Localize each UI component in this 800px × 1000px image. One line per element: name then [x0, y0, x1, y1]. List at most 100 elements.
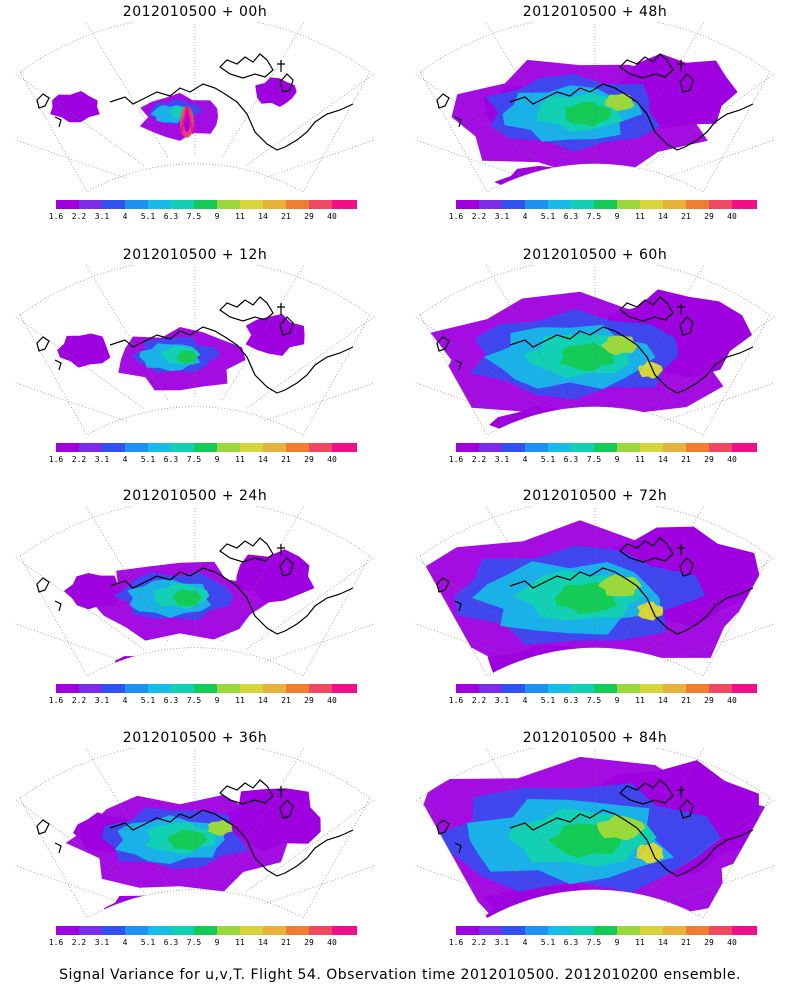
colorbar-swatch	[617, 684, 642, 693]
colorbar-legend: 1.6 2.2 3.1 4 5.1 6.3 7.5 9 11 14 21 29 40	[49, 200, 357, 230]
colorbar-label: 5.1	[540, 938, 556, 947]
colorbar-label: 5.1	[140, 938, 156, 947]
colorbar-label: 3.1	[494, 938, 510, 947]
colorbar-label: 4	[522, 212, 528, 221]
colorbar-label: 14	[658, 212, 668, 221]
colorbar-swatch	[479, 926, 504, 935]
colorbar-swatch	[194, 200, 219, 209]
colorbar-swatch	[732, 926, 757, 935]
variance-field	[430, 289, 752, 436]
colorbar-label: 4	[122, 212, 128, 221]
colorbar-label: 5.1	[140, 696, 156, 705]
colorbar-label: 9	[614, 938, 620, 947]
colorbar-label: 3.1	[494, 212, 510, 221]
colorbar-label: 7.5	[586, 696, 602, 705]
colorbar-swatch	[263, 926, 288, 935]
colorbar-label: 1.6	[448, 696, 464, 705]
coastline	[36, 53, 354, 151]
colorbar-swatch	[594, 926, 619, 935]
variance-field	[63, 549, 315, 677]
colorbar-swatch	[571, 684, 596, 693]
colorbar-label: 2.2	[71, 212, 87, 221]
colorbar-label: 2.2	[471, 696, 487, 705]
graticule	[415, 506, 775, 663]
colorbar-label: 5.1	[140, 212, 156, 221]
panel-title: 2012010500 + 12h	[122, 247, 268, 263]
panel-title: 2012010500 + 24h	[122, 488, 268, 504]
colorbar-label: 2.2	[471, 455, 487, 464]
colorbar-swatch	[102, 443, 127, 452]
colorbar-swatch	[263, 443, 288, 452]
colorbar-label: 11	[235, 455, 245, 464]
colorbar-swatch	[240, 443, 265, 452]
colorbar-swatch	[171, 443, 196, 452]
colorbar-label: 9	[214, 938, 220, 947]
colorbar-swatch	[456, 926, 481, 935]
colorbar-label: 11	[235, 696, 245, 705]
figure-caption: Signal Variance for u,v,T. Flight 54. Ob…	[59, 967, 741, 983]
colorbar-label: 1.6	[48, 696, 64, 705]
colorbar-label: 29	[304, 455, 314, 464]
colorbar-label: 7.5	[186, 212, 202, 221]
colorbar-legend: 1.6 2.2 3.1 4 5.1 6.3 7.5 9 11 14 21 29 40	[449, 443, 757, 473]
colorbar-label: 7.5	[586, 455, 602, 464]
colorbar-swatch	[171, 926, 196, 935]
colorbar-label: 6.3	[563, 696, 579, 705]
colorbar-label: 14	[258, 212, 268, 221]
colorbar-swatch	[102, 200, 127, 209]
colorbar-swatch	[102, 684, 127, 693]
polar-map	[415, 265, 775, 436]
variance-field	[420, 520, 760, 677]
forecast-panel-p60: 2012010500 + 60h 1.6 2.2 3.1 4 5.1 6.3 7.5 9 11 14…	[405, 243, 785, 488]
forecast-panel-p84: 2012010500 + 84h 1.6 2.2 3.1 4 5.1 6.3 7.5 9 11 14…	[405, 726, 785, 971]
colorbar-swatch	[502, 926, 527, 935]
colorbar-swatch	[102, 926, 127, 935]
colorbar-swatch	[732, 443, 757, 452]
colorbar-swatch	[640, 684, 665, 693]
panel-title: 2012010500 + 36h	[122, 730, 268, 746]
coastline	[436, 537, 754, 635]
panel-title: 2012010500 + 00h	[122, 4, 268, 20]
colorbar-label: 21	[281, 455, 291, 464]
colorbar-label: 9	[614, 212, 620, 221]
colorbar-swatch	[456, 443, 481, 452]
polar-map	[15, 265, 375, 436]
colorbar-label: 40	[327, 696, 337, 705]
colorbar-swatch	[332, 443, 357, 452]
colorbar-label: 40	[327, 455, 337, 464]
colorbar-label: 11	[235, 938, 245, 947]
colorbar-swatch	[263, 200, 288, 209]
colorbar-legend: 1.6 2.2 3.1 4 5.1 6.3 7.5 9 11 14 21 29 40	[49, 443, 357, 473]
colorbar-label: 6.3	[163, 938, 179, 947]
colorbar-swatch	[548, 684, 573, 693]
graticule	[15, 506, 375, 663]
colorbar-swatch	[617, 443, 642, 452]
colorbar-label: 3.1	[94, 938, 110, 947]
coastline	[436, 296, 754, 394]
colorbar-swatch	[217, 443, 242, 452]
colorbar-swatch	[571, 926, 596, 935]
colorbar-label: 29	[704, 455, 714, 464]
colorbar-swatch	[640, 443, 665, 452]
colorbar-swatch	[479, 443, 504, 452]
variance-field	[65, 788, 321, 919]
colorbar-label: 5.1	[140, 455, 156, 464]
colorbar-label: 40	[727, 212, 737, 221]
colorbar-swatch	[709, 443, 734, 452]
colorbar-swatch	[171, 684, 196, 693]
colorbar-swatch	[171, 200, 196, 209]
graticule	[15, 22, 375, 179]
colorbar-label: 21	[681, 696, 691, 705]
colorbar-swatch	[309, 200, 334, 209]
colorbar-label: 11	[635, 696, 645, 705]
colorbar-label: 21	[681, 938, 691, 947]
colorbar-label: 9	[214, 455, 220, 464]
forecast-panel-p00: 2012010500 + 00h 1.6 2.2 3.1 4 5.1 6.3 7.5 9 11 14…	[5, 0, 385, 245]
variance-field	[50, 77, 297, 191]
colorbar-swatch	[663, 684, 688, 693]
colorbar-swatch	[502, 200, 527, 209]
colorbar-swatch	[663, 443, 688, 452]
colorbar-label: 7.5	[586, 212, 602, 221]
colorbar-swatch	[194, 684, 219, 693]
colorbar-label: 40	[327, 938, 337, 947]
